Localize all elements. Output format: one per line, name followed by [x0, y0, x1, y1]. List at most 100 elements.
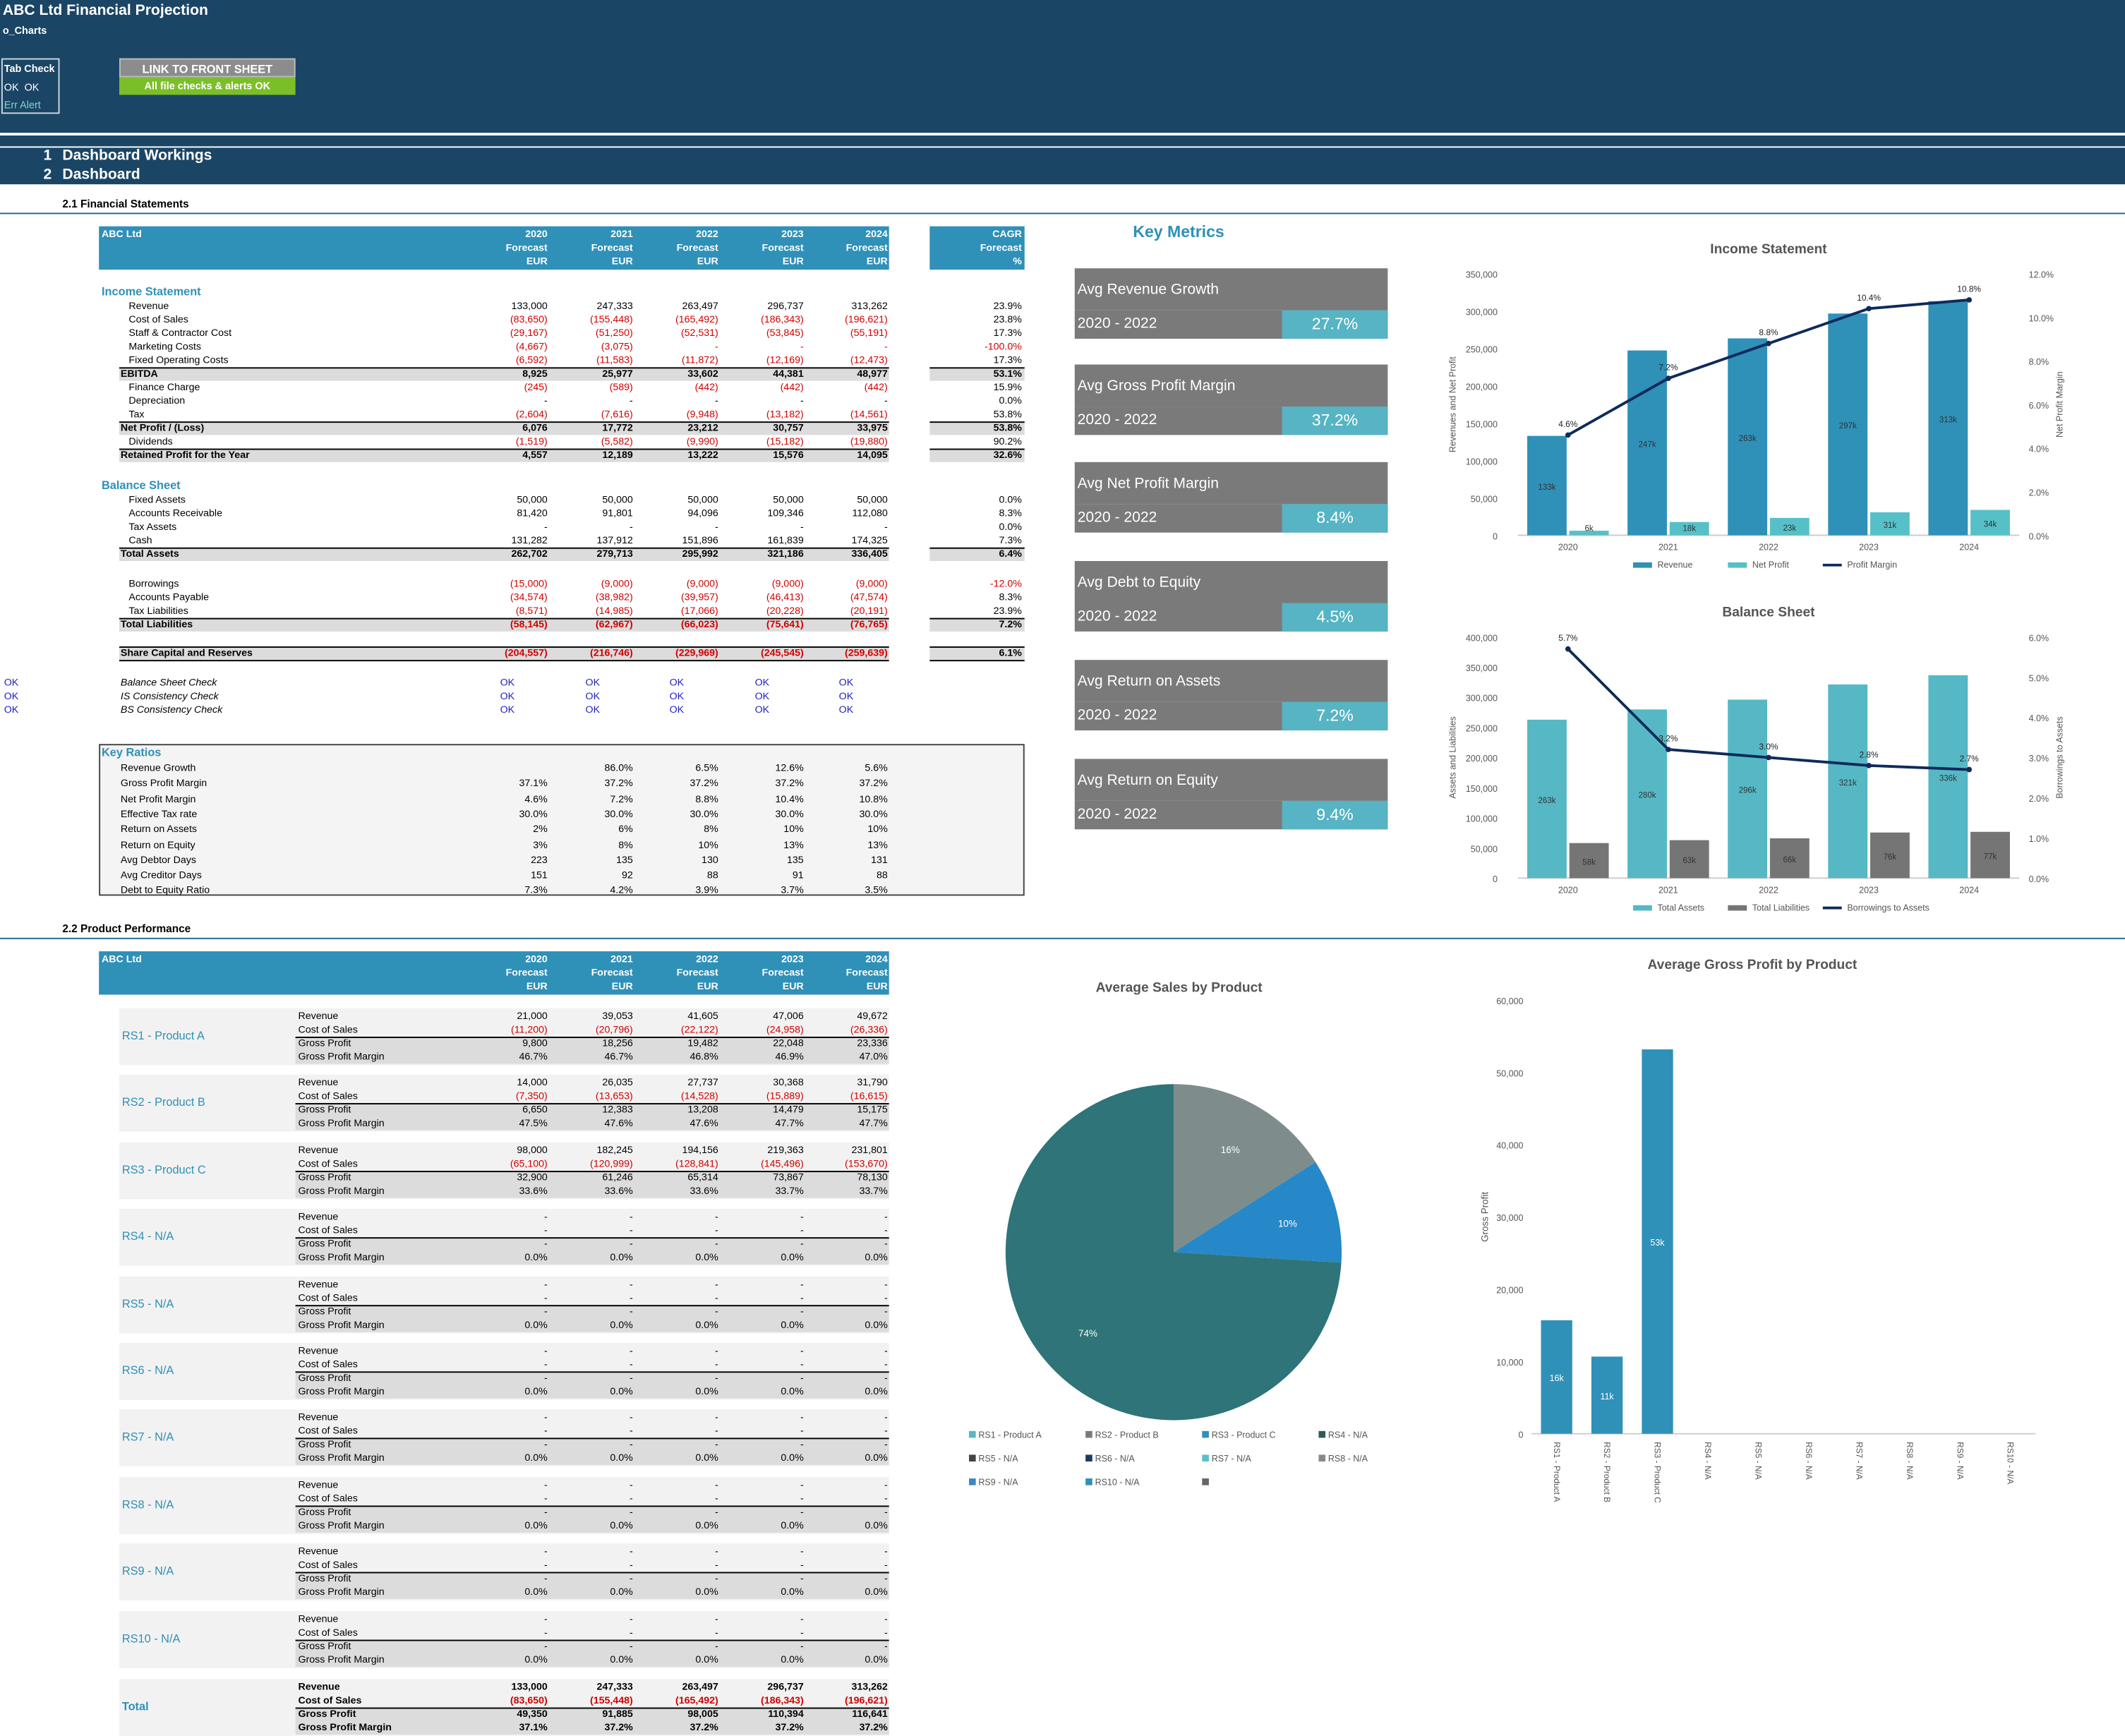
product-value: 0.0% [695, 1452, 718, 1464]
bar [1642, 1049, 1673, 1434]
fs-value: 8,925 [522, 367, 548, 380]
product-value: - [884, 1411, 888, 1424]
bar-data-label: 321k [1839, 779, 1857, 788]
check-side-ok: OK [4, 703, 19, 716]
product-row-label: Gross Profit Margin [298, 1117, 385, 1130]
fs-value: - [800, 520, 804, 533]
product-row-label: Gross Profit [298, 1037, 351, 1049]
pp-forecast: Forecast [505, 966, 548, 979]
fs-value: (19,880) [850, 435, 888, 447]
bar-revenue [1627, 350, 1667, 536]
x-tick: 2021 [1659, 885, 1678, 895]
x-tick: RS8 - N/A [1905, 1442, 1915, 1480]
ratio-value: 3% [533, 838, 548, 850]
product-gp-shade [295, 1505, 889, 1533]
ratio-value: 6% [618, 822, 633, 836]
fs-row-label: Total Liabilities [120, 617, 193, 630]
nav-item-dashboard[interactable]: Dashboard [62, 167, 140, 183]
ratio-value: 8% [618, 838, 633, 850]
product-value: 39,053 [602, 1009, 633, 1022]
x-tick: RS4 - N/A [1703, 1442, 1713, 1480]
ratio-value: 223 [531, 853, 548, 866]
bar-data-label: 297k [1839, 422, 1857, 430]
pp-forecast: Forecast [761, 966, 804, 979]
fs-value: 263,497 [682, 299, 718, 312]
fs-value: 81,420 [517, 507, 548, 519]
pie-data-label: 10% [1278, 1219, 1297, 1229]
legend-swatch [969, 1478, 976, 1485]
product-value: 0.0% [610, 1586, 633, 1598]
y-tick: 100,000 [1466, 457, 1498, 466]
product-value: - [800, 1224, 804, 1236]
product-value: 0.0% [781, 1519, 804, 1531]
legend-swatch [1202, 1478, 1209, 1485]
equity-rule [119, 660, 889, 662]
product-value: (153,670) [845, 1157, 888, 1169]
product-value: 296,737 [767, 1680, 804, 1693]
total-row-shade [929, 448, 1025, 462]
chart-title: Average Gross Profit by Product [1648, 958, 1858, 972]
product-value: - [544, 1612, 548, 1625]
y-tick: 40,000 [1496, 1141, 1523, 1151]
product-gp-shade [295, 1572, 889, 1600]
tab-check-box: Tab Check OK OK Err Alert [1, 58, 60, 114]
product-row-label: Gross Profit Margin [298, 1586, 385, 1598]
bar-data-label: 280k [1639, 792, 1656, 800]
product-value: 0.0% [865, 1318, 888, 1330]
y2-tick: 12.0% [2029, 270, 2054, 280]
fs-row-label: Tax Liabilities [128, 604, 188, 617]
chart-title: Income Statement [1710, 242, 1827, 257]
product-value: (65,100) [510, 1157, 548, 1169]
fs-value: (47,574) [850, 591, 888, 603]
product-value: 47.6% [604, 1117, 633, 1130]
bar-total-liabilities [1769, 838, 1810, 879]
link-to-front-sheet-button[interactable]: LINK TO FRONT SHEET [119, 58, 296, 78]
fs-value: (12,169) [766, 354, 804, 366]
product-value: (7,350) [515, 1090, 548, 1102]
ratio-value: 13% [783, 838, 804, 850]
fs-value: (204,557) [505, 646, 548, 659]
product-name: RS6 - N/A [121, 1363, 174, 1378]
product-row-label: Gross Profit [298, 1572, 351, 1585]
line-data-label: 2.8% [1860, 749, 1879, 759]
product-value: - [884, 1438, 888, 1451]
fs-cagr-value: 23.9% [993, 299, 1022, 312]
check-label: BS Consistency Check [120, 703, 223, 716]
product-row-label: Revenue [298, 1478, 339, 1490]
fs-value: (1,519) [515, 435, 548, 447]
metric-value: 27.7% [1282, 310, 1388, 339]
fs-row-label: Staff & Contractor Cost [128, 326, 232, 339]
product-value: - [630, 1210, 633, 1223]
legend-swatch [1085, 1478, 1092, 1485]
bar-total-liabilities [1970, 831, 2010, 879]
product-value: (16,615) [850, 1090, 888, 1102]
product-value: 0.0% [695, 1519, 718, 1531]
fs-row-label: Accounts Receivable [128, 507, 222, 519]
product-value: - [715, 1277, 718, 1290]
product-value: - [884, 1277, 888, 1290]
product-value: 0.0% [524, 1250, 548, 1264]
check-ok: OK [500, 703, 515, 716]
fs-cagr-value: 53.1% [993, 367, 1022, 380]
product-value: - [715, 1505, 718, 1518]
y-tick: 150,000 [1466, 784, 1498, 794]
equity-shade [929, 646, 1025, 661]
ratio-value: 2% [533, 822, 548, 836]
product-value: - [800, 1371, 804, 1384]
product-value: 23,336 [857, 1037, 888, 1049]
product-value: - [800, 1558, 804, 1571]
product-value: 194,156 [682, 1143, 718, 1156]
ratio-value: 37.2% [604, 776, 633, 790]
err-alert-label: Err Alert [4, 99, 41, 111]
metric-card-3: Avg Debt to Equity 2020 - 2022 4.5% [1074, 560, 1388, 632]
nav-item-dashboard-workings[interactable]: Dashboard Workings [62, 147, 212, 164]
line-point [1866, 306, 1872, 312]
fs-value: (62,967) [595, 617, 633, 630]
product-value: 9,800 [522, 1037, 548, 1049]
ratio-value: 13% [867, 838, 888, 850]
fs-value: (186,343) [760, 313, 804, 325]
fs-row-label: Depreciation [128, 394, 186, 407]
product-value: - [884, 1505, 888, 1518]
bar-net-profit [1870, 512, 1910, 536]
check-ok: OK [669, 676, 685, 689]
